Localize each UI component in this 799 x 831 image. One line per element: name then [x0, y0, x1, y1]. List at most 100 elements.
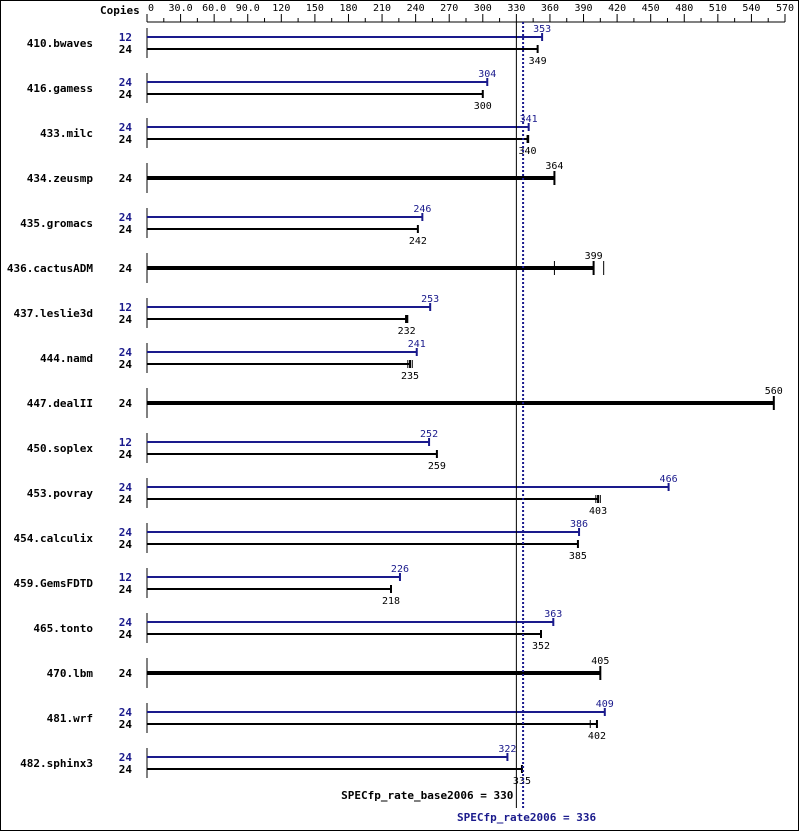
benchmark-name: 444.namd	[40, 352, 93, 365]
base-copies: 24	[119, 493, 133, 506]
benchmark-name: 436.cactusADM	[7, 262, 93, 275]
base-value-label: 242	[409, 236, 427, 247]
x-tick-label: 150	[306, 3, 324, 14]
peak-copies: 24	[119, 481, 133, 494]
base-copies: 24	[119, 172, 133, 185]
benchmark-name: 434.zeusmp	[27, 172, 94, 185]
peak-value-label: 252	[420, 429, 438, 440]
x-tick-label: 330	[507, 3, 525, 14]
base-copies: 24	[119, 448, 133, 461]
base-value-label: 349	[529, 56, 547, 67]
benchmark-row: 437.leslie3d 12 253 24 232	[14, 294, 440, 337]
benchmark-row: 433.milc 24 341 24 340	[40, 114, 538, 157]
x-tick-label: 360	[541, 3, 559, 14]
base-copies: 24	[119, 262, 133, 275]
benchmark-name: 459.GemsFDTD	[14, 577, 94, 590]
peak-value-label: 322	[498, 744, 516, 755]
peak-copies: 24	[119, 346, 133, 359]
base-value-label: 300	[474, 101, 492, 112]
base-copies: 24	[119, 223, 133, 236]
x-axis-ticks: 0 30.0 60.0 90.0 120 150 180 210 240 270 300 330 360…	[146, 3, 794, 22]
base-value-label: 235	[401, 371, 419, 382]
peak-value-label: 363	[544, 609, 562, 620]
benchmark-row: 454.calculix 24 386 24 385	[14, 519, 589, 562]
benchmark-name: 454.calculix	[14, 532, 94, 545]
base-value-label: 560	[765, 386, 783, 397]
x-tick-label: 300	[474, 3, 492, 14]
benchmark-name: 410.bwaves	[27, 37, 93, 50]
base-copies: 24	[119, 88, 133, 101]
peak-value-label: 246	[413, 204, 431, 215]
base-value-label: 352	[532, 641, 550, 652]
base-copies: 24	[119, 667, 133, 680]
benchmark-row: 434.zeusmp 24 364	[27, 161, 563, 193]
base-value-label: 403	[589, 506, 607, 517]
benchmark-row: 444.namd 24 241 24 235	[40, 339, 426, 382]
benchmark-row: 482.sphinx3 24 322 24 335	[20, 744, 531, 787]
peak-copies: 12	[119, 571, 132, 584]
peak-value-label: 386	[570, 519, 588, 530]
benchmark-row: 465.tonto 24 363 24 352	[33, 609, 562, 652]
benchmark-row: 470.lbm 24 405	[47, 656, 609, 688]
peak-value-label: 304	[478, 69, 496, 80]
base-copies: 24	[119, 538, 133, 551]
base-value-label: 232	[398, 326, 416, 337]
x-tick-label: 450	[642, 3, 660, 14]
peak-value-label: 353	[533, 24, 551, 35]
benchmark-name: 416.gamess	[27, 82, 93, 95]
base-value-label: 402	[588, 731, 606, 742]
base-value-label: 405	[591, 656, 609, 667]
base-copies: 24	[119, 763, 133, 776]
benchmark-name: 481.wrf	[47, 712, 93, 725]
peak-copies: 12	[119, 31, 132, 44]
benchmark-row: 410.bwaves 12 353 24 349	[27, 24, 551, 67]
base-value-label: 399	[585, 251, 603, 262]
base-value-label: 335	[513, 776, 531, 787]
base-copies: 24	[119, 43, 133, 56]
benchmark-row: 435.gromacs 24 246 24 242	[20, 204, 431, 247]
x-tick-label: 480	[675, 3, 693, 14]
x-tick-label: 0	[148, 3, 154, 14]
x-tick-label: 270	[440, 3, 458, 14]
base-value-label: 364	[545, 161, 563, 172]
peak-value-label: 253	[421, 294, 439, 305]
x-tick-label: 60.0	[202, 3, 226, 14]
peak-value-label: 466	[660, 474, 678, 485]
benchmark-name: 450.soplex	[27, 442, 94, 455]
x-tick-label: 510	[709, 3, 727, 14]
peak-copies: 12	[119, 436, 132, 449]
peak-value-label: 409	[596, 699, 614, 710]
peak-copies: 24	[119, 121, 133, 134]
benchmark-name: 465.tonto	[33, 622, 93, 635]
reference-label-base: SPECfp_rate_base2006 = 330	[341, 789, 513, 802]
base-copies: 24	[119, 358, 133, 371]
benchmark-name: 435.gromacs	[20, 217, 93, 230]
base-copies: 24	[119, 718, 133, 731]
x-tick-label: 210	[373, 3, 391, 14]
base-copies: 24	[119, 628, 133, 641]
benchmark-name: 453.povray	[27, 487, 94, 500]
x-tick-label: 390	[574, 3, 592, 14]
base-copies: 24	[119, 133, 133, 146]
x-tick-label: 540	[742, 3, 760, 14]
benchmark-name: 447.dealII	[27, 397, 93, 410]
reference-label-peak: SPECfp_rate2006 = 336	[457, 811, 596, 824]
benchmark-row: 450.soplex 12 252 24 259	[27, 429, 446, 472]
base-value-label: 218	[382, 596, 400, 607]
x-tick-label: 90.0	[236, 3, 260, 14]
x-tick-label: 240	[407, 3, 425, 14]
peak-copies: 24	[119, 526, 133, 539]
x-tick-label: 120	[272, 3, 290, 14]
benchmark-name: 470.lbm	[47, 667, 94, 680]
benchmark-row: 447.dealII 24 560	[27, 386, 783, 418]
peak-value-label: 341	[520, 114, 538, 125]
peak-copies: 24	[119, 751, 133, 764]
peak-value-label: 226	[391, 564, 409, 575]
base-value-label: 340	[519, 146, 537, 157]
peak-value-label: 241	[408, 339, 426, 350]
x-tick-label: 30.0	[169, 3, 193, 14]
benchmark-row: 453.povray 24 466 24 403	[27, 474, 678, 517]
base-copies: 24	[119, 397, 133, 410]
benchmark-name: 482.sphinx3	[20, 757, 93, 770]
